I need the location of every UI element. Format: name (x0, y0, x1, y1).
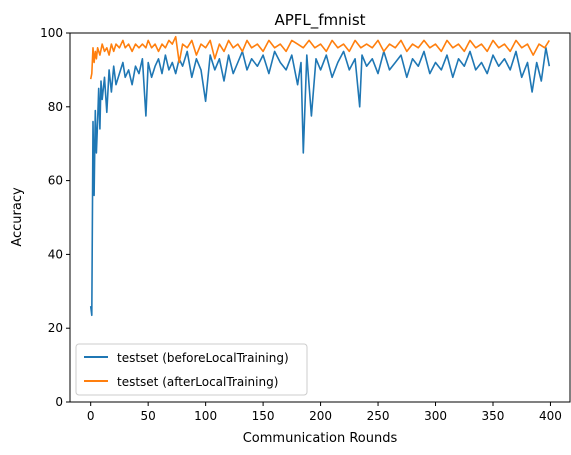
y-tick-label: 0 (55, 395, 63, 409)
x-tick-label: 300 (424, 409, 447, 423)
y-tick-label: 40 (48, 247, 63, 261)
legend-label-before: testset (beforeLocalTraining) (117, 351, 289, 365)
x-tick-label: 50 (141, 409, 156, 423)
y-tick-label: 20 (48, 321, 63, 335)
x-tick-label: 250 (367, 409, 390, 423)
plot-frame (69, 32, 571, 403)
x-tick-label: 150 (252, 409, 275, 423)
x-tick-label: 400 (539, 409, 562, 423)
series-line-after (89, 35, 550, 80)
x-tick-label: 350 (482, 409, 505, 423)
x-tick-label: 0 (87, 409, 95, 423)
y-tick-label: 80 (48, 100, 63, 114)
y-axis: 0 20 40 60 80 100 (40, 26, 70, 409)
legend-box (75, 343, 308, 396)
legend: testset (beforeLocalTraining) testset (a… (75, 343, 308, 396)
legend-label-after: testset (afterLocalTraining) (117, 375, 278, 389)
y-tick-label: 60 (48, 174, 63, 188)
y-tick-label: 100 (40, 26, 63, 40)
x-tick-label: 200 (309, 409, 332, 423)
x-tick-label: 100 (194, 409, 217, 423)
x-axis: 0 50 100 150 200 250 300 350 400 (87, 402, 562, 423)
series-line-before (89, 46, 551, 317)
y-axis-label: Accuracy (10, 187, 25, 247)
series-layer (89, 35, 551, 317)
chart-title: APFL_fmnist (274, 11, 365, 30)
x-axis-label: Communication Rounds (243, 431, 398, 446)
